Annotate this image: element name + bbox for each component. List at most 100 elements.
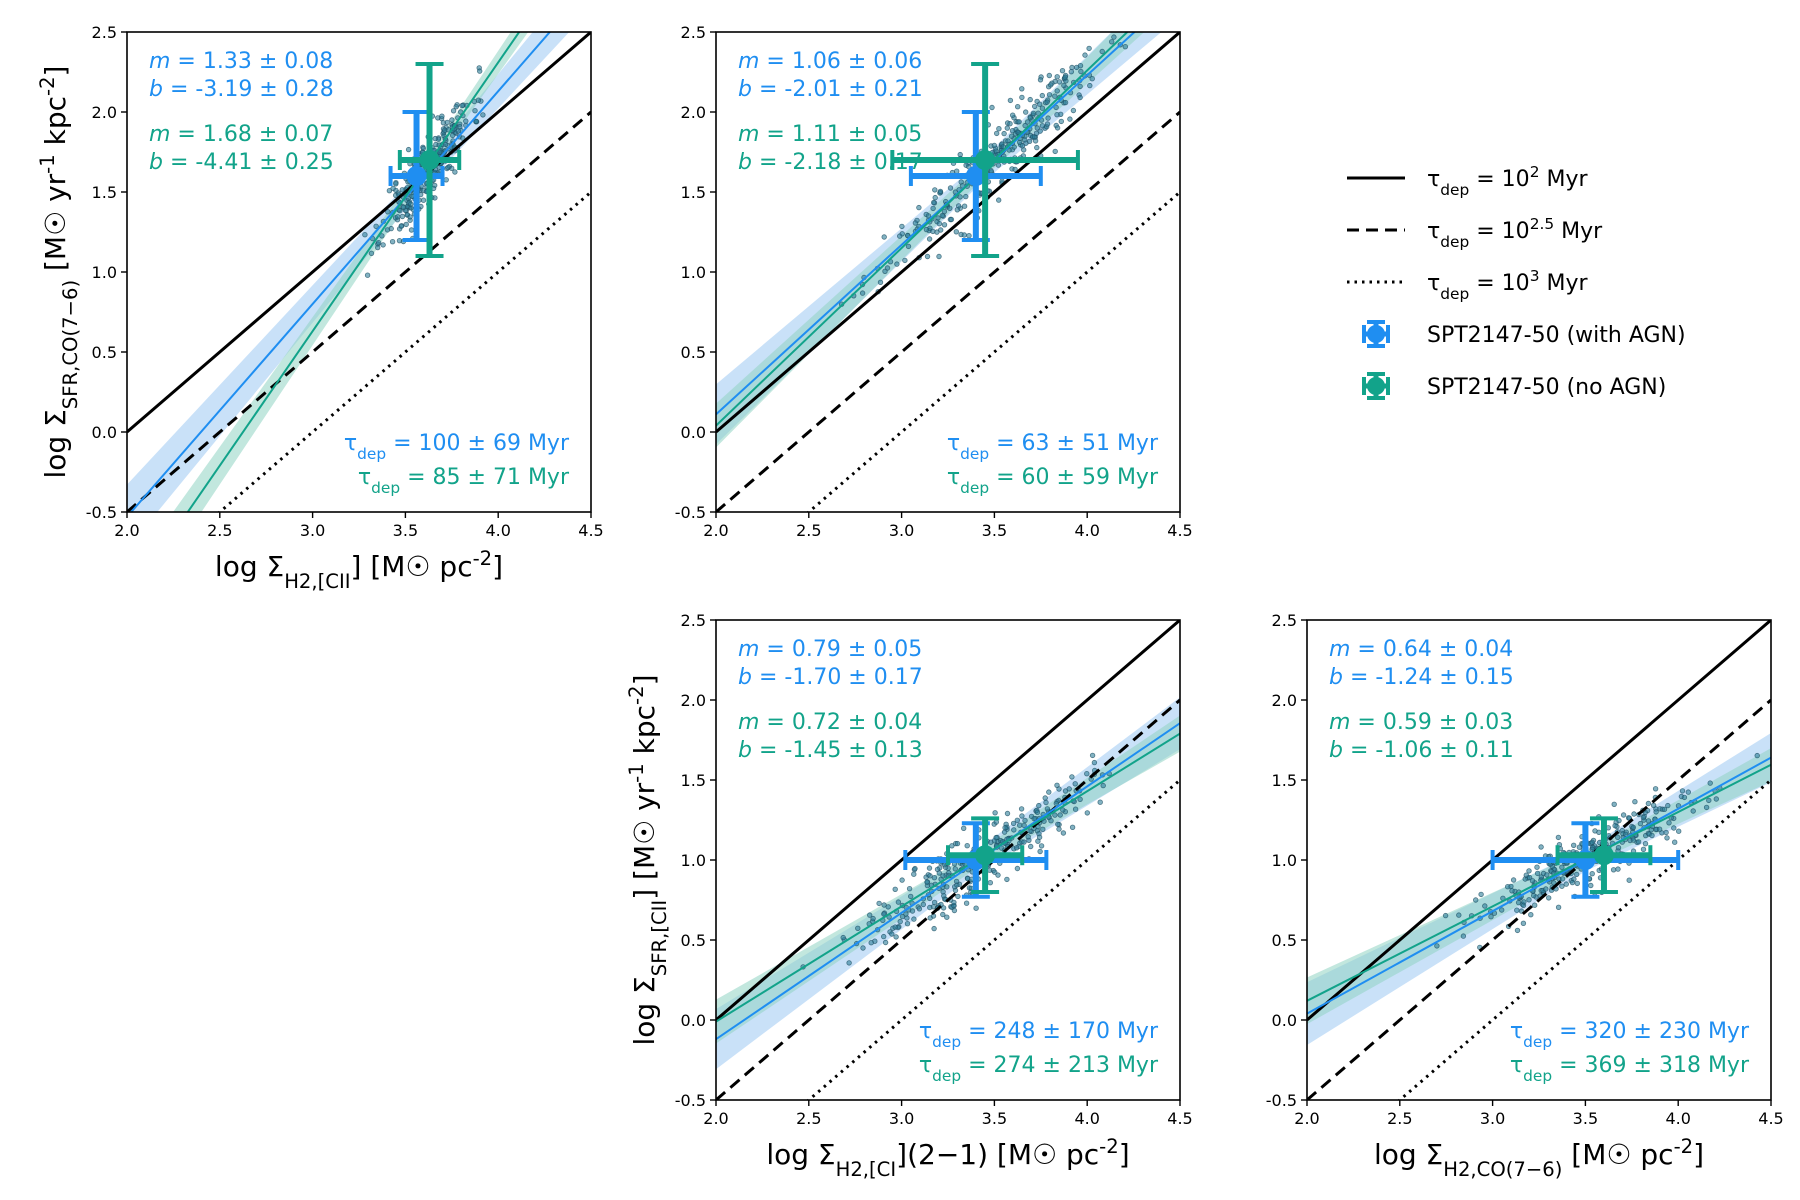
data-point <box>963 900 970 906</box>
data-point <box>940 873 946 879</box>
data-point <box>453 103 459 110</box>
data-point <box>389 238 396 245</box>
data-point <box>876 900 882 907</box>
data-point <box>1538 874 1544 880</box>
data-point <box>1026 138 1033 144</box>
data-point <box>1637 820 1644 827</box>
data-point <box>1048 818 1054 824</box>
y-tick-label: 0.5 <box>1272 931 1297 950</box>
data-point <box>996 125 1002 132</box>
data-point <box>1538 844 1544 850</box>
data-point <box>1061 82 1067 89</box>
legend-entry-dashed: τdep = 102.5 Myr <box>1347 215 1603 251</box>
data-point <box>931 199 937 206</box>
data-point <box>1045 115 1051 121</box>
data-point <box>957 194 963 200</box>
data-point <box>925 213 932 219</box>
data-point <box>1434 943 1440 949</box>
data-point <box>1031 103 1038 110</box>
data-point <box>1034 144 1040 151</box>
marker-no-agn <box>1555 816 1653 894</box>
data-point <box>1046 72 1052 79</box>
data-point <box>1062 74 1068 80</box>
data-point <box>1042 795 1048 801</box>
data-point <box>442 127 448 133</box>
data-point <box>1530 892 1537 899</box>
data-point <box>961 203 968 209</box>
x-tick-label: 3.0 <box>889 1109 914 1128</box>
y-tick-label: -0.5 <box>1266 1091 1297 1110</box>
x-tick-label: 3.5 <box>1573 1109 1598 1128</box>
data-point <box>399 213 406 220</box>
fit-annotation: b = -1.45 ± 0.13 <box>738 738 923 763</box>
legend-entry-dotted: τdep = 103 Myr <box>1347 267 1588 303</box>
data-point <box>1043 799 1049 806</box>
data-point <box>1681 794 1688 801</box>
data-point <box>1534 864 1540 870</box>
data-point <box>1529 878 1536 884</box>
data-point <box>1004 810 1011 817</box>
y-tick-label: -0.5 <box>675 503 706 522</box>
data-point <box>1531 902 1538 908</box>
data-point <box>1054 125 1061 131</box>
data-point <box>1488 914 1494 920</box>
data-point <box>1543 886 1549 892</box>
data-point <box>395 214 401 220</box>
data-point <box>1044 806 1051 812</box>
data-point <box>964 843 970 849</box>
y-tick-label: 1.5 <box>1272 771 1297 790</box>
data-point <box>1001 130 1007 137</box>
y-tick-label: 0.0 <box>92 423 117 442</box>
data-point <box>435 115 441 121</box>
data-point <box>893 934 899 940</box>
data-point <box>1059 67 1066 74</box>
data-point <box>1555 904 1562 910</box>
data-point <box>1690 808 1696 814</box>
data-point <box>931 899 938 906</box>
data-point <box>935 215 941 221</box>
legend-label: τdep = 102.5 Myr <box>1427 215 1603 251</box>
data-point <box>906 886 913 892</box>
y-tick-label: 1.0 <box>681 851 706 870</box>
data-point <box>1615 845 1622 851</box>
x-tick-label: 2.0 <box>1294 1109 1319 1128</box>
data-point <box>1087 82 1093 89</box>
tau-annotation: τdep = 320 ± 230 Myr <box>1510 1019 1750 1051</box>
legend: τdep = 102 Myr τdep = 102.5 Myr τdep = 103… <box>1347 163 1686 400</box>
data-point <box>445 164 451 171</box>
tau-annotation: τdep = 274 ± 213 Myr <box>919 1053 1159 1085</box>
data-point <box>1009 127 1016 134</box>
data-point <box>947 205 953 211</box>
data-point <box>368 250 375 256</box>
data-point <box>1642 841 1649 847</box>
fit-line-with-agn <box>129 32 552 512</box>
data-point <box>881 234 887 240</box>
y-tick-label: 2.0 <box>1272 691 1297 710</box>
y-tick-label: 0.0 <box>681 423 706 442</box>
data-point <box>380 242 386 248</box>
data-point <box>1027 115 1033 121</box>
data-point <box>992 810 998 816</box>
data-point <box>1027 96 1033 103</box>
data-point <box>1666 820 1672 826</box>
y-tick-label: 1.5 <box>681 771 706 790</box>
tau-annotation: τdep = 85 ± 71 Myr <box>358 465 570 497</box>
data-point <box>420 197 427 203</box>
data-point <box>1073 64 1080 71</box>
x-tick-label: 4.5 <box>1167 1109 1192 1128</box>
data-point <box>963 193 969 200</box>
y-tick-label: 2.5 <box>1272 611 1297 630</box>
legend-entry-marker-with: SPT2147-50 (with AGN) <box>1362 320 1686 348</box>
data-point <box>927 904 933 911</box>
data-point <box>1589 871 1595 877</box>
data-point <box>1650 802 1657 808</box>
data-point <box>1022 817 1028 824</box>
data-point <box>988 167 994 174</box>
data-point <box>1084 771 1090 777</box>
marker-with-agn <box>1490 821 1681 899</box>
fit-annotation: b = -1.06 ± 0.11 <box>1329 738 1514 763</box>
y-tick-label: -0.5 <box>675 1091 706 1110</box>
data-point <box>912 220 919 226</box>
depletion-line-dotted <box>1397 778 1771 1100</box>
